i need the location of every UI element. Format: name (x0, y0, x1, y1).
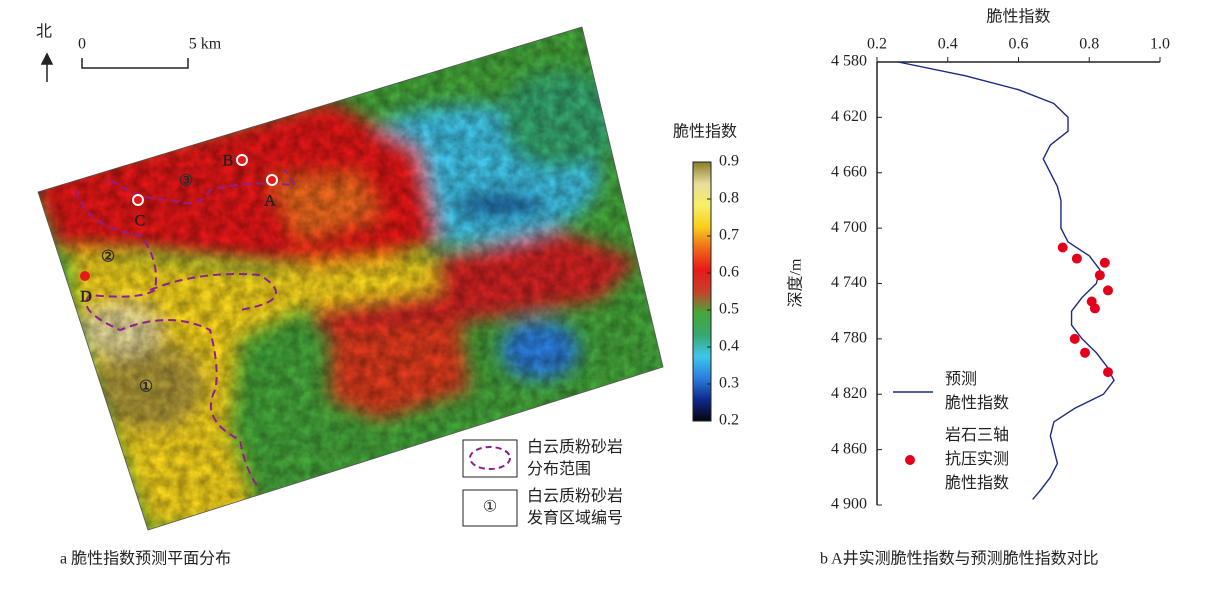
well (236, 154, 248, 166)
colorbar-title: 脆性指数 (673, 123, 737, 141)
brittleness-map (38, 27, 663, 530)
legend-symbol: ① (483, 499, 497, 516)
scale-bar (81, 58, 189, 69)
colorbar-tick-label: 0.7 (719, 227, 739, 244)
colorbar-tick-label: 0.3 (719, 375, 739, 392)
x-tick-label: 0.4 (938, 36, 958, 53)
legend-box (462, 439, 518, 478)
caption: b A井实测脆性指数与预测脆性指数对比 (820, 550, 1099, 568)
well-label: A (264, 193, 276, 210)
y-tick-label: 4 820 (831, 385, 867, 402)
legend-label: 白云质粉砂岩分布范围 (527, 438, 623, 478)
zone-label: ① (139, 379, 153, 396)
scale-label: 5 km (189, 36, 222, 53)
y-tick-label: 4 860 (831, 440, 867, 457)
measured-point (1069, 333, 1080, 344)
predicted-line (898, 61, 1115, 500)
colorbar-tick-label: 0.8 (719, 190, 739, 207)
measured-point (1102, 367, 1113, 378)
y-axis-title: 深度/m (787, 258, 805, 307)
scale-label: 0 (78, 36, 86, 53)
colorbar-tick-label: 0.9 (719, 153, 739, 170)
x-tick-label: 0.6 (1009, 36, 1029, 53)
y-tick-label: 4 620 (831, 108, 867, 125)
well-label: C (135, 213, 146, 230)
well (266, 174, 278, 186)
y-tick-label: 4 740 (831, 274, 867, 291)
x-tick-label: 0.2 (867, 36, 887, 53)
well (132, 194, 144, 206)
y-tick-label: 4 900 (831, 496, 867, 513)
colorbar-tick-label: 0.6 (719, 264, 739, 281)
north-label: 北 (36, 23, 52, 41)
colorbar (692, 161, 712, 422)
x-axis-title: 脆性指数 (986, 8, 1050, 26)
legend-label: 白云质粉砂岩发育区域编号 (527, 487, 623, 527)
caption: a 脆性指数预测平面分布 (60, 550, 231, 568)
legend-label: 岩石三轴抗压实测脆性指数 (945, 426, 1009, 492)
x-tick-label: 0.8 (1079, 36, 1099, 53)
legend-marker (905, 455, 915, 465)
colorbar-tick-label: 0.5 (719, 301, 739, 318)
boundary (74, 169, 295, 491)
well (80, 271, 90, 281)
y-tick-label: 4 580 (831, 53, 867, 70)
colorbar-tick-label: 0.4 (719, 338, 739, 355)
well-label: D (80, 289, 92, 306)
x-tick-label: 1.0 (1150, 36, 1170, 53)
legend-label: 预测脆性指数 (945, 370, 1009, 412)
north-arrow (40, 52, 54, 82)
measured-point (1071, 253, 1082, 264)
zone-label: ② (101, 249, 115, 266)
y-tick-label: 4 780 (831, 330, 867, 347)
measured-point (1057, 242, 1068, 253)
y-tick-label: 4 660 (831, 163, 867, 180)
measured-point (1099, 257, 1110, 268)
legend-box (462, 489, 518, 527)
measured-point (1102, 285, 1113, 296)
well-label: B (223, 153, 234, 170)
measured-point (1094, 270, 1105, 281)
measured-point (1080, 347, 1091, 358)
zone-label: ③ (179, 173, 193, 190)
y-tick-label: 4 700 (831, 219, 867, 236)
measured-point (1089, 303, 1100, 314)
colorbar-tick-label: 0.2 (719, 412, 739, 429)
legend-ellipse (469, 446, 511, 470)
